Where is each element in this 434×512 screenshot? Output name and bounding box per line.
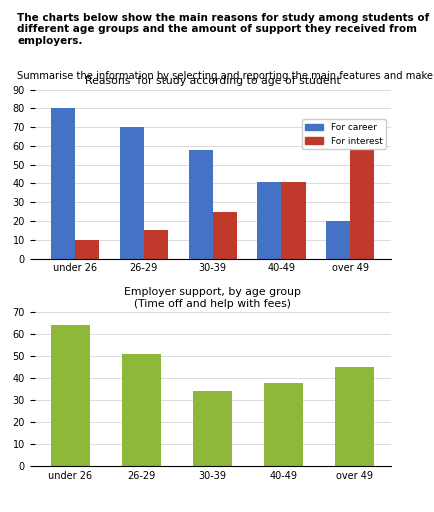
Legend: For career, For interest: For career, For interest — [302, 119, 386, 149]
Bar — [120, 127, 144, 259]
Bar — [193, 391, 232, 466]
Bar — [122, 354, 161, 466]
Bar — [51, 326, 90, 466]
Bar — [335, 367, 375, 466]
Bar — [75, 240, 99, 259]
Text: The charts below show the main reasons for study among students of different age: The charts below show the main reasons f… — [17, 13, 430, 46]
Bar — [264, 382, 303, 466]
Bar — [350, 127, 375, 259]
Bar — [144, 230, 168, 259]
Bar — [51, 109, 75, 259]
Bar — [282, 182, 306, 259]
Bar — [257, 182, 282, 259]
Title: Employer support, by age group
(Time off and help with fees): Employer support, by age group (Time off… — [124, 287, 301, 309]
Bar — [213, 211, 237, 259]
Bar — [188, 150, 213, 259]
Text: Summarise the information by selecting and reporting the main features and make : Summarise the information by selecting a… — [17, 71, 434, 81]
Bar — [326, 221, 350, 259]
Title: Reasons  for study according to age of student: Reasons for study according to age of st… — [85, 76, 341, 86]
